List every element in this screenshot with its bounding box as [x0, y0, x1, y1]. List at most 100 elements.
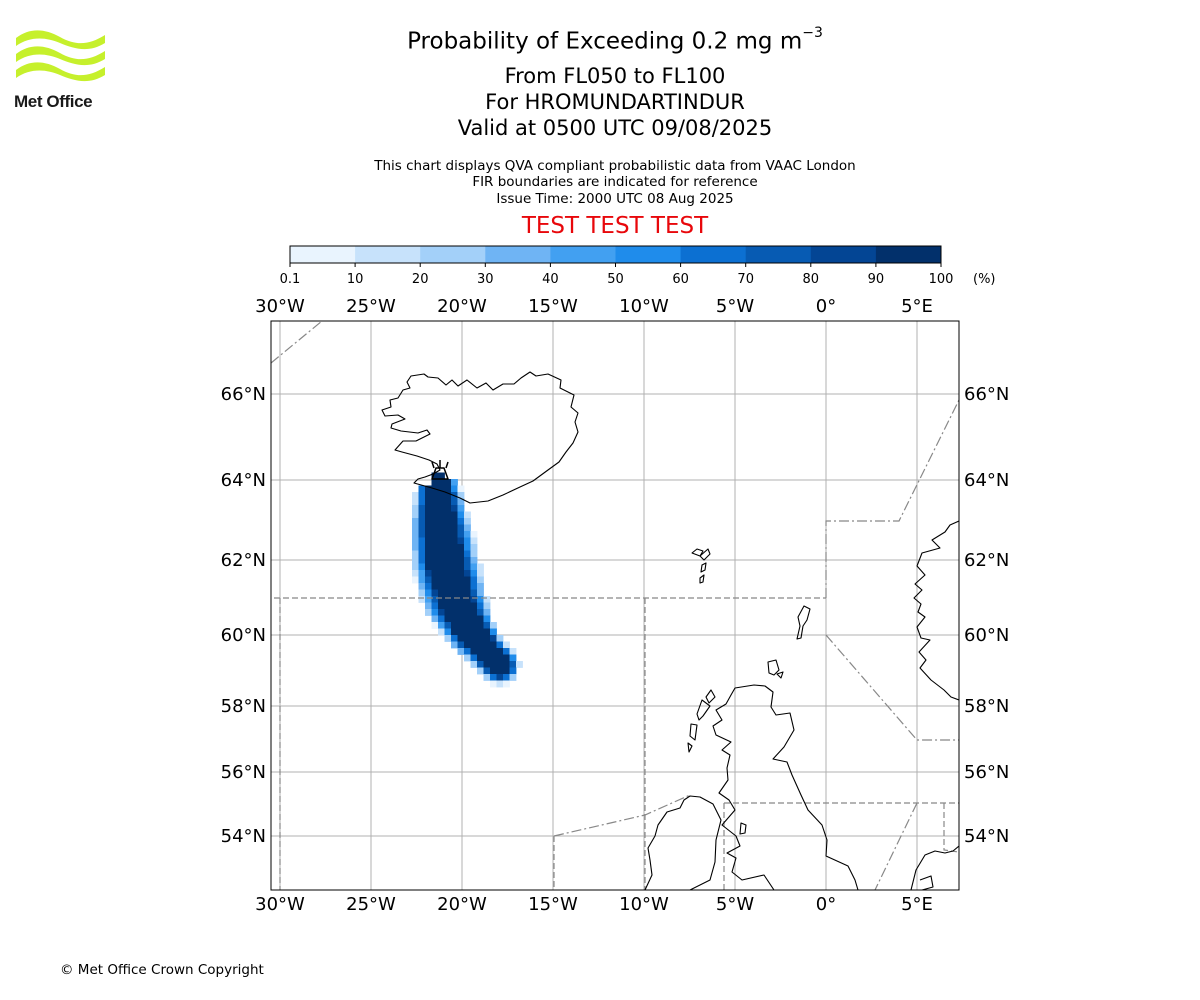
title-text: Probability of Exceeding 0.2 mg m: [407, 28, 803, 55]
plume-cell: [470, 602, 478, 610]
plume-cell: [470, 550, 478, 558]
plume-cell: [438, 511, 445, 519]
plume-cell: [464, 596, 471, 603]
plume-cell: [470, 583, 478, 590]
plume-cell: [457, 485, 465, 493]
plume-cell: [516, 661, 523, 668]
plume-cell: [464, 602, 471, 610]
plume-cell: [431, 589, 439, 597]
plume-cell: [496, 667, 504, 675]
lat-label-right: 66°N: [964, 384, 1009, 405]
plume-cell: [444, 537, 452, 545]
lon-label-bottom: 20°W: [437, 894, 487, 915]
plume-cell: [457, 524, 465, 532]
plume-cell: [412, 531, 419, 538]
plume-cell: [431, 505, 439, 512]
plume-cell: [431, 524, 439, 532]
plume-cell: [438, 537, 445, 545]
lat-label-left: 64°N: [221, 470, 266, 491]
plume-cell: [418, 576, 426, 584]
plume-cell: [431, 622, 439, 629]
plume-cell: [438, 492, 445, 499]
plume-cell: [483, 615, 491, 623]
plume-cell: [431, 570, 439, 577]
test-banner: TEST TEST TEST: [521, 213, 709, 239]
lon-label-bottom: 0°: [816, 894, 836, 915]
plume-cell: [457, 576, 465, 584]
plume-cell: [444, 602, 452, 610]
coastline-shetland: [796, 605, 811, 640]
chart-title: Probability of Exceeding 0.2 mg m−3: [340, 25, 890, 55]
lat-label-left: 54°N: [221, 826, 266, 847]
plume-cell: [470, 596, 478, 603]
plume-cell: [464, 511, 471, 519]
plume-cell: [464, 615, 471, 623]
plume-cell: [438, 505, 445, 512]
plume-cell: [470, 654, 478, 662]
plume-cell: [425, 602, 432, 610]
plume-cell: [470, 544, 478, 551]
plume-cell: [431, 511, 439, 519]
plume-cell: [444, 492, 452, 499]
plume-cell: [464, 537, 471, 545]
lat-label-right: 64°N: [964, 470, 1009, 491]
lon-label-top: 15°W: [528, 296, 578, 317]
plume-cell: [451, 511, 458, 519]
valid-time: Valid at 0500 UTC 09/08/2025: [457, 116, 773, 140]
plume-cell: [477, 570, 484, 577]
plume-cell: [425, 537, 432, 545]
plume-cell: [457, 628, 465, 636]
plume-cell: [477, 622, 484, 629]
plume-cell: [444, 596, 452, 603]
plume-cell: [425, 505, 432, 512]
lon-label-top: 30°W: [255, 296, 305, 317]
plume-cell: [418, 498, 426, 506]
coastline-hebrides: [687, 689, 716, 753]
plume-cell: [503, 641, 510, 649]
plume-cell: [438, 479, 445, 486]
plume-cell: [438, 570, 445, 577]
plume-cell: [438, 589, 445, 597]
plume-cell: [425, 511, 432, 519]
plume-cell: [477, 596, 484, 603]
plume-cell: [464, 609, 471, 616]
plume-cell: [496, 661, 504, 668]
plume-cell: [470, 622, 478, 629]
plume-cell: [431, 602, 439, 610]
plume-cell: [483, 654, 491, 662]
map-frame: [270, 320, 960, 891]
plume-cell: [412, 563, 419, 571]
plume-cell: [418, 596, 426, 603]
plume-cell: [438, 550, 445, 558]
met-office-logo: Met Office: [14, 30, 106, 112]
plume-cell: [444, 518, 452, 525]
plume-cell: [477, 583, 484, 590]
plume-cell: [477, 667, 484, 675]
plume-cell: [503, 648, 510, 655]
lon-label-bottom: 15°W: [528, 894, 578, 915]
plume-cell: [457, 557, 465, 564]
plume-cell: [470, 628, 478, 636]
plume-cell: [425, 589, 432, 597]
plume-cell: [457, 570, 465, 577]
plume-cell: [464, 583, 471, 590]
plume-cell: [412, 576, 419, 584]
plume-cell: [483, 609, 491, 616]
lon-label-top: 25°W: [346, 296, 396, 317]
plume-cell: [425, 609, 432, 616]
plume-cell: [483, 641, 491, 649]
plume-cell: [509, 661, 517, 668]
plume-cell: [425, 596, 432, 603]
plume-cell: [457, 622, 465, 629]
plume-cell: [444, 511, 452, 519]
map-background: [271, 321, 959, 890]
plume-cell: [457, 505, 465, 512]
plume-cell: [490, 648, 497, 655]
plume-cell: [438, 622, 445, 629]
plume-cell: [444, 505, 452, 512]
plume-cell: [477, 615, 484, 623]
lat-label-right: 58°N: [964, 696, 1009, 717]
plume-cell: [431, 615, 439, 623]
plume-cell: [496, 641, 504, 649]
plume-cell: [503, 661, 510, 668]
